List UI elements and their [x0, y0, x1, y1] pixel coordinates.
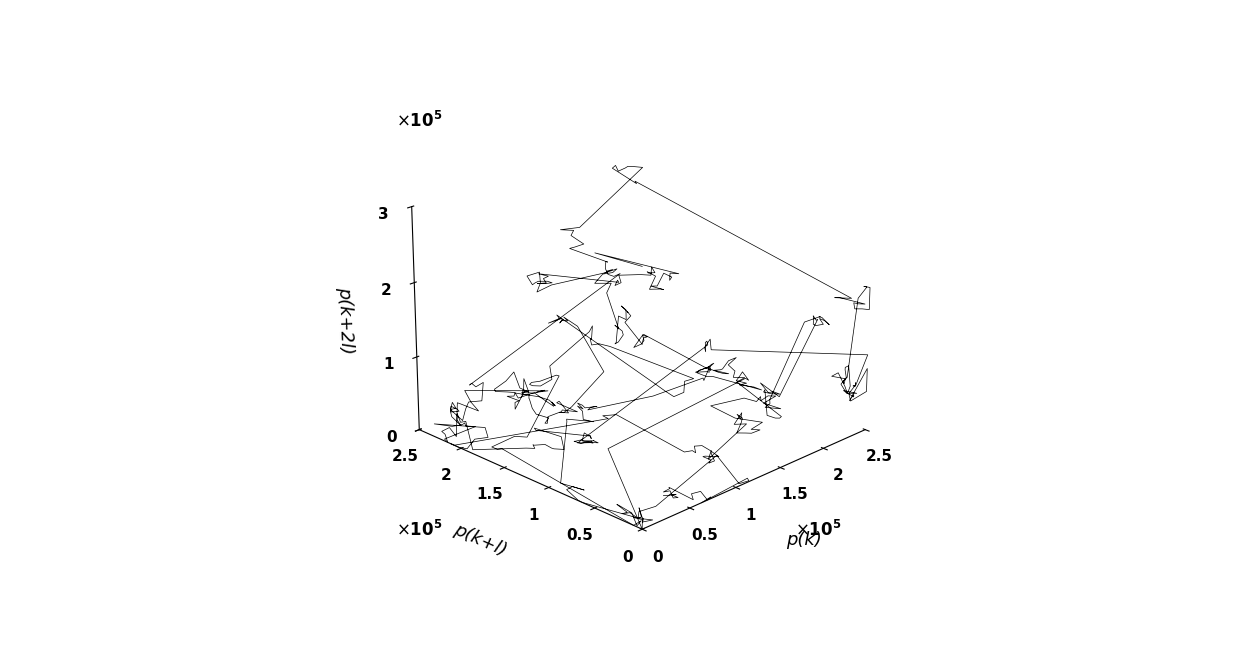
X-axis label: p(k): p(k): [786, 531, 822, 549]
Y-axis label: p(k+l): p(k+l): [451, 520, 510, 560]
Text: $\times\mathbf{10^5}$: $\times\mathbf{10^5}$: [397, 111, 443, 131]
Text: $\times\mathbf{10^5}$: $\times\mathbf{10^5}$: [795, 520, 842, 540]
Text: $\times\mathbf{10^5}$: $\times\mathbf{10^5}$: [397, 520, 443, 540]
